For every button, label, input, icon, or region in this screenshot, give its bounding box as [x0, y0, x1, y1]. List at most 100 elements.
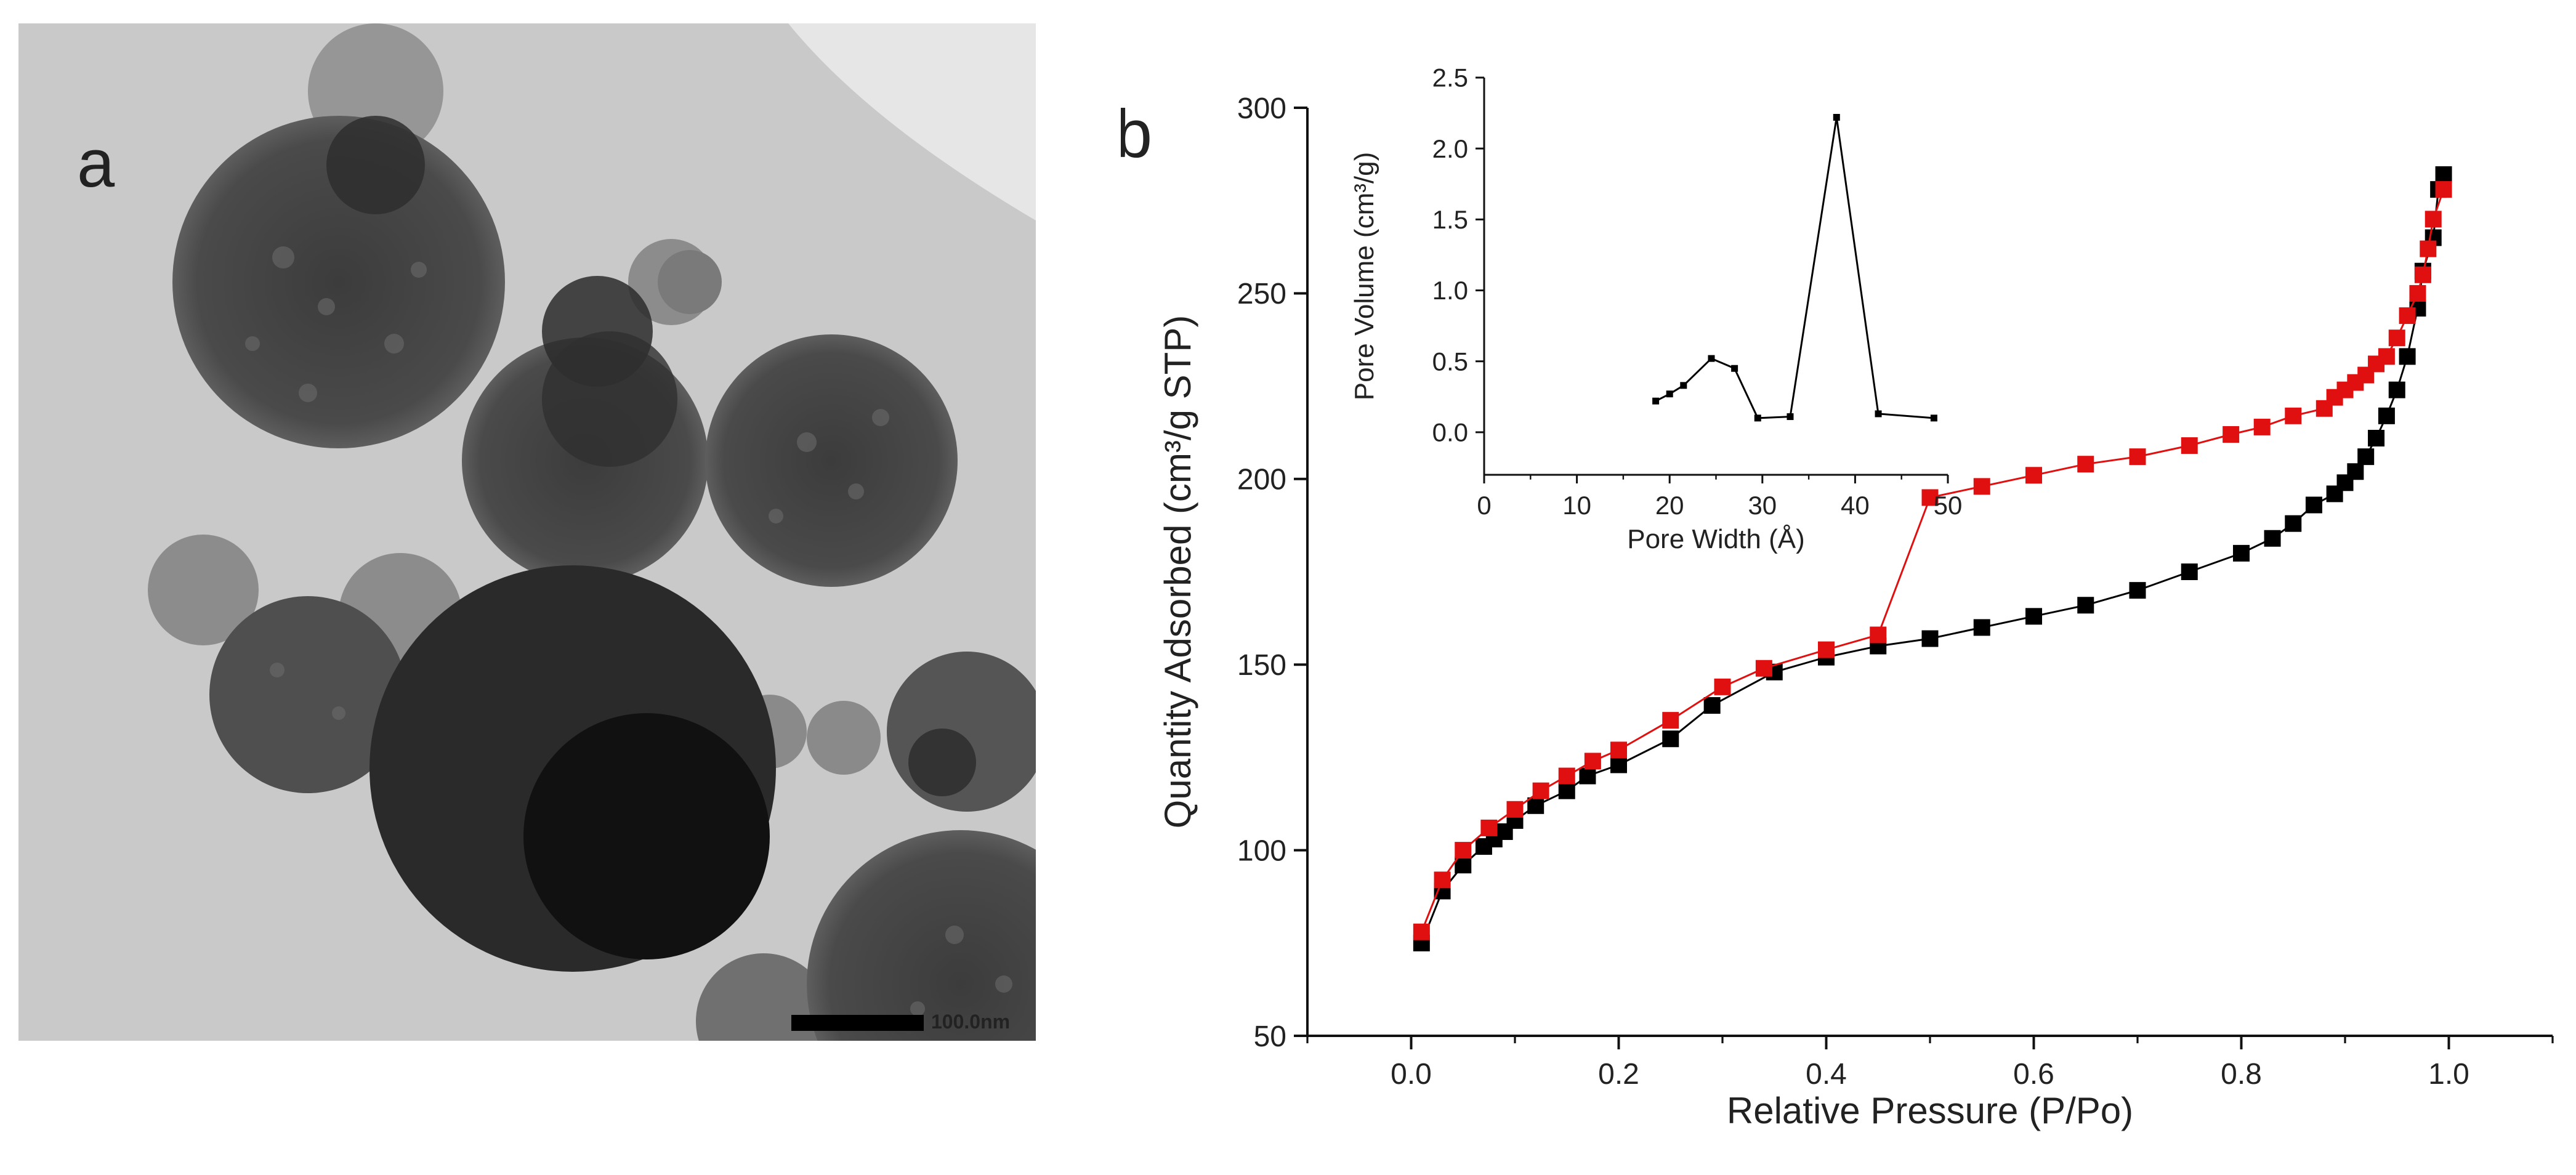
- x-axis-title: Pore Width (Å): [1627, 524, 1805, 554]
- data-point: [1558, 767, 1575, 785]
- data-point: [2388, 381, 2405, 398]
- small-particle: [658, 250, 722, 314]
- small-particle: [807, 701, 881, 775]
- data-point: [2181, 437, 2198, 454]
- y-tick-label: 0.5: [1432, 347, 1468, 376]
- isotherm-chart-panel: b 0.0 0.2 0.4 0.6 0.8 1.0 50 100 150 200 250 300 Rel…: [1115, 37, 2574, 1170]
- x-tick-label: 0: [1477, 491, 1491, 520]
- x-tick-label: 10: [1562, 491, 1591, 520]
- data-point: [2025, 467, 2042, 484]
- scale-bar-label: 100.0nm: [931, 1011, 1010, 1033]
- data-point: [2435, 181, 2452, 198]
- mesoporous-sphere: [209, 596, 406, 793]
- mesoporous-sphere: [705, 334, 958, 587]
- data-point: [2181, 563, 2198, 580]
- data-point: [1527, 797, 1544, 814]
- data-point: [2025, 608, 2042, 625]
- data-point: [1754, 414, 1761, 422]
- data-point: [1818, 641, 1835, 658]
- data-point: [2357, 448, 2375, 466]
- dense-cluster: [326, 116, 425, 214]
- data-point: [1870, 626, 1887, 644]
- mesoporous-sphere: [172, 116, 505, 448]
- small-particle: [148, 535, 259, 645]
- data-point: [1662, 730, 1679, 748]
- data-point: [1610, 756, 1627, 773]
- data-point: [1973, 478, 1990, 495]
- series-pore-size-distribution: [1652, 114, 1937, 422]
- data-point: [1703, 697, 1721, 714]
- y-tick-label: 250: [1237, 278, 1286, 310]
- data-point: [2420, 240, 2437, 257]
- series-line: [1655, 117, 1934, 419]
- data-point: [2399, 307, 2416, 325]
- data-point: [1833, 114, 1840, 121]
- x-tick-label: 0.6: [2013, 1058, 2054, 1091]
- mesopore-texture: [245, 246, 1012, 1016]
- data-point: [1584, 753, 1601, 770]
- data-point: [1755, 660, 1772, 677]
- y-axis-title: Quantity Adsorbed (cm³/g STP): [1157, 315, 1198, 829]
- data-point: [1506, 801, 1524, 818]
- tem-micrograph: a 100.0nm: [18, 23, 1115, 1138]
- series-adsorption: [1413, 166, 2452, 951]
- data-point: [1610, 741, 1627, 759]
- data-point: [2129, 448, 2146, 466]
- dense-cluster: [908, 729, 976, 796]
- y-tick-label: 2.5: [1432, 63, 1468, 92]
- y-tick-label: 1.0: [1432, 276, 1468, 305]
- data-point: [2077, 456, 2094, 473]
- data-point: [2129, 582, 2146, 599]
- support-film-edge: [788, 23, 1036, 220]
- data-point: [1532, 782, 1549, 799]
- data-point: [1434, 871, 1451, 889]
- data-point: [2388, 329, 2405, 347]
- y-axis-title: Pore Volume (cm³/g): [1349, 152, 1379, 400]
- x-tick-label: 1.0: [2428, 1058, 2469, 1091]
- y-tick-label: 100: [1237, 834, 1286, 867]
- isotherm-chart: b 0.0 0.2 0.4 0.6 0.8 1.050100150200250300Rel…: [1115, 63, 2554, 1131]
- y-tick-label: 200: [1237, 464, 1286, 496]
- x-tick-label: 40: [1841, 491, 1870, 520]
- data-point: [2264, 530, 2281, 547]
- x-tick-label: 30: [1748, 491, 1777, 520]
- y-tick-label: 2.0: [1432, 134, 1468, 163]
- data-point: [1666, 390, 1673, 398]
- data-point: [2399, 348, 2416, 365]
- data-point: [1579, 767, 1596, 785]
- y-tick-label: 150: [1237, 649, 1286, 682]
- dense-cluster: [542, 331, 677, 467]
- data-point: [1714, 678, 1731, 695]
- data-point: [1680, 382, 1687, 389]
- data-point: [1662, 712, 1679, 729]
- series-line: [1421, 174, 2445, 943]
- y-tick-label: 50: [1254, 1020, 1286, 1053]
- data-point: [2409, 285, 2426, 302]
- scale-bar: [791, 1015, 924, 1031]
- data-point: [1455, 842, 1472, 859]
- dense-core: [523, 713, 770, 959]
- series-line: [1421, 189, 2445, 932]
- data-point: [2233, 544, 2250, 562]
- x-tick-label: 0.2: [1598, 1058, 1639, 1091]
- data-point: [1558, 782, 1575, 799]
- data-point: [2425, 211, 2442, 228]
- data-point: [2285, 515, 2302, 532]
- data-point: [2285, 407, 2302, 424]
- data-point: [1708, 355, 1715, 362]
- data-point: [1652, 397, 1660, 405]
- data-point: [2368, 429, 2385, 446]
- data-point: [2414, 266, 2431, 283]
- panel-a-label: a: [77, 126, 115, 201]
- data-point: [1973, 619, 1990, 636]
- series-desorption: [1413, 181, 2452, 940]
- tem-image-panel: a 100.0nm: [18, 23, 1115, 1138]
- data-point: [1413, 923, 1430, 940]
- x-tick-label: 0.8: [2221, 1058, 2262, 1091]
- x-tick-label: 0.4: [1806, 1058, 1847, 1091]
- data-point: [2378, 407, 2395, 424]
- data-point: [2305, 496, 2322, 514]
- data-point: [2316, 400, 2333, 417]
- data-point: [1921, 630, 1939, 647]
- x-tick-label: 0.0: [1391, 1058, 1432, 1091]
